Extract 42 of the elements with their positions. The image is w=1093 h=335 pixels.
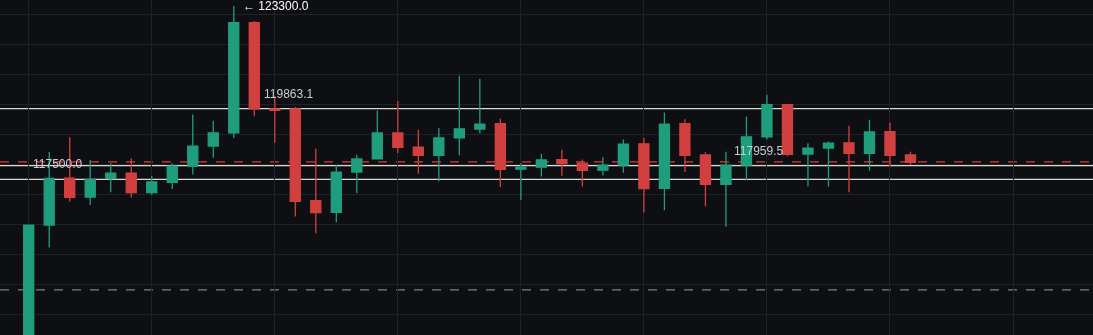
- candlestick: [679, 118, 691, 173]
- candlestick: [84, 159, 96, 206]
- candlestick: [822, 140, 835, 188]
- candlestick: [433, 127, 445, 182]
- candlestick: [146, 175, 158, 196]
- candlestick: [310, 148, 322, 234]
- candlestick: [638, 137, 650, 214]
- candlestick: [166, 162, 178, 190]
- candlestick: [556, 149, 568, 177]
- candlestick: [187, 113, 199, 176]
- candlestick: [351, 154, 363, 194]
- candlestick: [884, 122, 896, 168]
- candlestick: [105, 162, 117, 193]
- candlestick: [248, 20, 260, 117]
- candlestick: [781, 103, 794, 157]
- candlestick: [289, 106, 301, 218]
- candlestick: [863, 119, 876, 172]
- candlestick: [515, 162, 527, 201]
- annotation: 119863.1: [264, 87, 314, 101]
- candlestick: [453, 75, 466, 156]
- candlestick: [617, 138, 630, 174]
- candlestick: [597, 156, 609, 177]
- candlestick: [371, 109, 383, 161]
- candlestick: [330, 164, 342, 223]
- candlestick: [23, 224, 35, 335]
- annotation: ← 123300.0: [243, 0, 309, 13]
- candlestick: [699, 151, 712, 207]
- candlestick: [412, 129, 425, 175]
- candlestick: [904, 151, 917, 166]
- candlestick: [494, 118, 507, 188]
- candlestick: [125, 157, 137, 199]
- candlestick: [802, 142, 814, 187]
- candlestick: [761, 94, 773, 141]
- candlestick: [392, 100, 404, 154]
- candlestick: [576, 158, 589, 188]
- candlestick: [843, 125, 855, 193]
- candlestick: [228, 5, 240, 139]
- candlestick: [207, 120, 219, 159]
- candlestick: [535, 153, 548, 178]
- candlestick: [474, 78, 486, 135]
- candlestick: [658, 111, 671, 211]
- candlestick: [720, 151, 732, 228]
